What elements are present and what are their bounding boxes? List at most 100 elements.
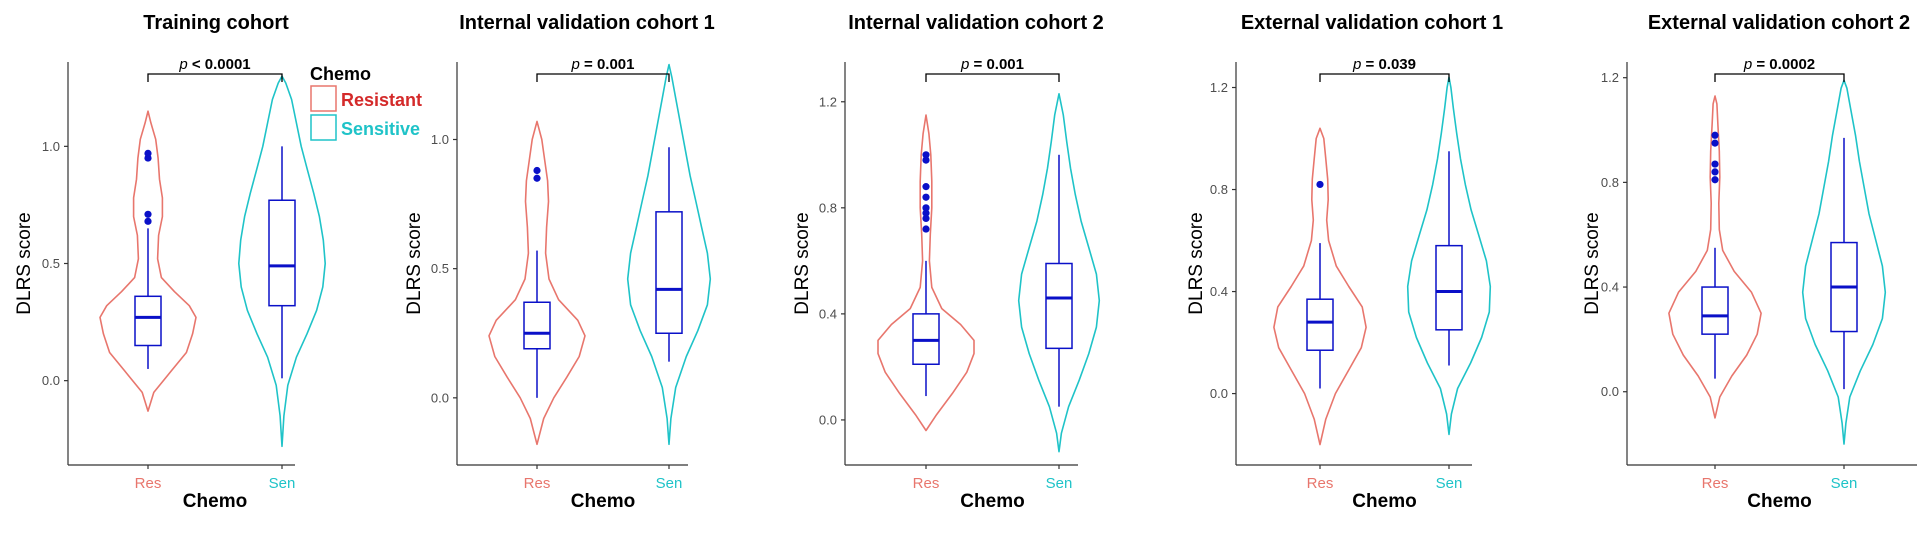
box-sen: [1435, 244, 1463, 331]
panel-title: Training cohort: [143, 12, 289, 34]
p-value-label: p = 0.0002: [1743, 56, 1815, 73]
y-tick-label: 1.0: [42, 139, 60, 154]
y-axis-title: DLRS score: [404, 212, 425, 314]
y-tick-label: 0.0: [819, 412, 837, 427]
x-axis-title: Chemo: [1747, 491, 1811, 512]
x-category-label-res: Res: [1307, 475, 1334, 492]
panel-2: Internal validation cohort 1 0.0 0.5 1.0 DLR…: [404, 12, 715, 512]
p-value-prefix: p: [1352, 56, 1361, 73]
legend-title: Chemo: [310, 64, 371, 84]
significance-bracket: [147, 73, 283, 82]
y-axis-title: DLRS score: [1582, 212, 1603, 314]
panel-title: Internal validation cohort 1: [459, 12, 715, 34]
violin-res: [99, 110, 197, 412]
p-value-prefix: p: [571, 56, 580, 73]
y-axis-title: DLRS score: [14, 212, 35, 314]
y-tick-label: 1.0: [431, 132, 449, 147]
outlier-point: [1711, 139, 1719, 147]
significance-bracket: [925, 73, 1060, 82]
y-tick-label: 0.8: [1601, 175, 1619, 190]
outlier-point: [922, 156, 930, 164]
outlier-point: [922, 151, 930, 159]
box-sen: [268, 199, 296, 307]
outlier-point: [144, 149, 152, 157]
y-tick-label: 0.4: [1210, 284, 1228, 299]
p-value-prefix: p: [178, 56, 187, 73]
p-value-text: = 0.001: [969, 56, 1024, 73]
y-tick-label: 0.0: [431, 390, 449, 405]
legend-swatch-resistant: [310, 85, 337, 112]
box-res: [1701, 286, 1729, 335]
box-sen: [1045, 262, 1073, 350]
p-value-prefix: p: [960, 56, 969, 73]
box-res: [134, 295, 162, 347]
y-axis-title: DLRS score: [792, 212, 813, 314]
panel-title: Internal validation cohort 2: [848, 12, 1104, 34]
x-category-label-sen: Sen: [1436, 475, 1463, 492]
x-axis-title: Chemo: [1352, 491, 1416, 512]
legend-label-resistant: Resistant: [341, 90, 422, 110]
legend: Chemo Resistant Sensitive: [310, 64, 422, 141]
outlier-point: [533, 166, 541, 175]
panel-title: External validation cohort 1: [1241, 12, 1503, 34]
y-axis-title: DLRS score: [1186, 212, 1207, 314]
x-axis-title: Chemo: [571, 491, 635, 512]
panel-3: Internal validation cohort 2 0.0 0.4 0.8 1.2…: [792, 12, 1104, 512]
outlier-point: [1316, 180, 1324, 189]
y-tick-label: 0.8: [1210, 182, 1228, 197]
x-category-label-sen: Sen: [269, 475, 296, 492]
x-category-label-res: Res: [913, 475, 940, 492]
box-res: [523, 301, 551, 350]
outlier-point: [144, 217, 152, 225]
outlier-point: [922, 225, 930, 233]
p-value-label: p = 0.001: [960, 56, 1024, 73]
panel-4: External validation cohort 1 0.0 0.4 0.8 1.2…: [1186, 12, 1503, 512]
significance-bracket: [1714, 73, 1845, 82]
outlier-point: [922, 193, 930, 201]
outlier-point: [922, 214, 930, 223]
x-category-label-res: Res: [135, 475, 162, 492]
y-tick-label: 1.2: [1210, 80, 1228, 95]
x-category-label-sen: Sen: [656, 475, 683, 492]
significance-bracket: [536, 73, 670, 82]
outlier-point: [1711, 160, 1719, 168]
x-category-label-res: Res: [524, 475, 551, 492]
panel-title: External validation cohort 2: [1648, 12, 1910, 34]
legend-swatch-sensitive: [310, 114, 337, 141]
legend-label-sensitive: Sensitive: [341, 119, 420, 139]
x-category-label-sen: Sen: [1046, 475, 1073, 492]
p-value-prefix: p: [1743, 56, 1752, 73]
outlier-point: [922, 204, 930, 212]
violin-sen: [1801, 79, 1887, 445]
y-tick-label: 0.0: [1210, 386, 1228, 401]
y-tick-label: 1.2: [819, 94, 837, 109]
p-value-text: = 0.0002: [1752, 56, 1815, 73]
outlier-point: [533, 174, 541, 182]
y-tick-label: 0.5: [431, 261, 449, 276]
violin-sen: [238, 75, 326, 448]
violin-sen: [1406, 76, 1492, 436]
panel-1: Training cohort 0.0 0.5 1.0 DLRS score Chemo R…: [14, 12, 326, 512]
outlier-point: [1711, 168, 1719, 176]
box-sen: [655, 211, 683, 334]
violin-res: [1273, 127, 1367, 446]
y-tick-label: 0.0: [42, 373, 60, 388]
p-value-label: p < 0.0001: [178, 56, 250, 73]
outlier-point: [1711, 131, 1719, 139]
panel-5: External validation cohort 2 0.0 0.4 0.8 1.2…: [1582, 12, 1917, 512]
x-axis-title: Chemo: [183, 491, 247, 512]
p-value-text: < 0.0001: [188, 56, 251, 73]
p-value-text: = 0.039: [1361, 56, 1416, 73]
y-tick-label: 1.2: [1601, 70, 1619, 85]
outlier-point: [922, 183, 930, 191]
p-value-label: p = 0.001: [571, 56, 635, 73]
x-axis-title: Chemo: [960, 491, 1024, 512]
x-category-label-sen: Sen: [1831, 475, 1858, 492]
violin-res: [1668, 95, 1762, 419]
y-tick-label: 0.5: [42, 256, 60, 271]
p-value-label: p = 0.039: [1352, 56, 1416, 73]
significance-bracket: [1319, 73, 1450, 82]
y-tick-label: 0.0: [1601, 384, 1619, 399]
p-value-text: = 0.001: [580, 56, 635, 73]
y-tick-label: 0.4: [1601, 280, 1619, 295]
